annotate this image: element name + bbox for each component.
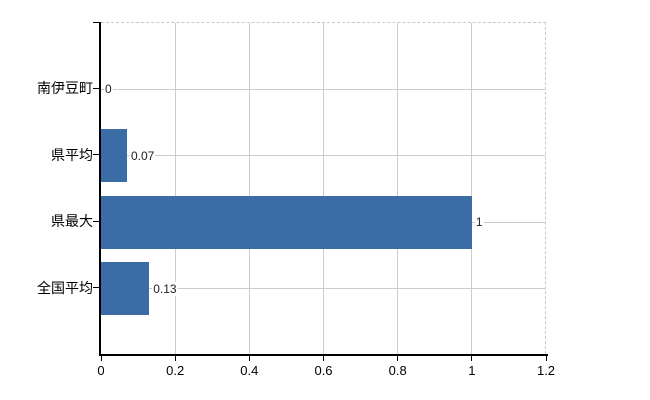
x-tick [100, 356, 102, 361]
x-axis-line [99, 354, 548, 356]
y-tick [93, 220, 100, 222]
x-tick-label: 0.8 [388, 363, 407, 378]
category-label: 県最大 [51, 213, 93, 230]
bar [101, 129, 127, 183]
x-gridline [174, 23, 176, 354]
x-tick-label: 1.2 [536, 363, 556, 378]
x-tick-label: 0.2 [166, 363, 185, 378]
bar-value-label: 0 [104, 82, 113, 97]
y-tick [93, 287, 100, 289]
x-tick [545, 356, 547, 361]
x-tick [248, 356, 250, 361]
x-tick [174, 356, 176, 361]
bar-value-label: 1 [474, 215, 484, 230]
x-gridline [323, 23, 324, 354]
x-tick-label: 0 [97, 363, 105, 378]
x-tick [397, 356, 399, 361]
category-label: 県平均 [51, 146, 93, 163]
y-axis-line [99, 22, 101, 356]
x-tick-label: 0.6 [314, 363, 333, 378]
bar [101, 262, 150, 316]
bar-value-label: 0.07 [129, 148, 156, 163]
x-gridline [397, 23, 399, 354]
y-tick [93, 87, 100, 89]
x-gridline [248, 23, 250, 354]
y-tick [93, 154, 100, 156]
x-tick-label: 1 [468, 363, 476, 378]
category-label: 南伊豆町 [37, 80, 93, 97]
y-gridline [101, 155, 545, 157]
y-gridline [101, 88, 545, 90]
category-label: 全国平均 [37, 279, 93, 296]
y-tick [93, 22, 100, 23]
x-gridline [471, 23, 473, 354]
plot-area: 0 0.07 1 0.13 [101, 22, 546, 354]
x-tick [471, 356, 473, 361]
x-tick [323, 356, 324, 361]
bar [101, 195, 472, 249]
bar-value-label: 0.13 [152, 281, 178, 296]
y-gridline [101, 288, 545, 290]
x-tick-label: 0.4 [240, 363, 259, 378]
